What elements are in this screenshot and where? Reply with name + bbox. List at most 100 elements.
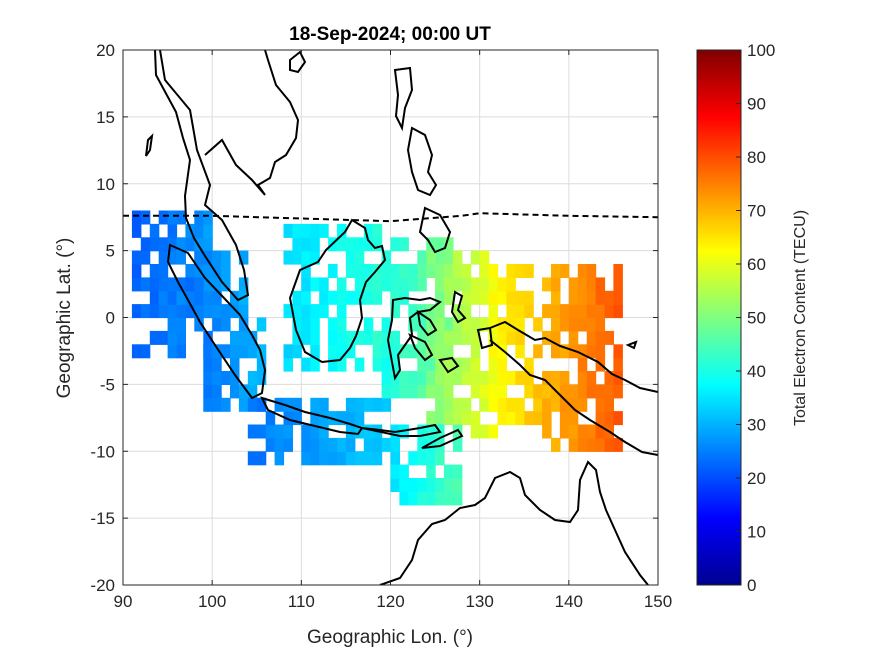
tec-cell [470, 290, 481, 305]
tec-cell [354, 451, 365, 466]
tec-cell [408, 277, 418, 292]
tec-cell [577, 384, 588, 399]
tec-cell [140, 344, 151, 359]
tec-cell [292, 250, 302, 265]
tec-cell [461, 277, 472, 292]
tec-cell [390, 464, 400, 479]
tec-cell [559, 411, 570, 426]
tec-cell [479, 384, 490, 399]
tec-cell [363, 264, 374, 278]
tec-cell [551, 277, 561, 292]
tec-cell [444, 464, 454, 479]
tec-cell [461, 264, 472, 278]
y-tick-label: 20 [96, 41, 115, 60]
tec-cell [417, 371, 427, 385]
tec-cell [354, 397, 365, 412]
tec-cell [479, 317, 490, 332]
tec-cell [426, 451, 436, 466]
tec-cell [497, 411, 507, 426]
coastlines [145, 50, 658, 585]
tec-cell [372, 264, 383, 278]
tec-cell [345, 397, 356, 412]
tec-cell [203, 237, 213, 252]
tec-cell [497, 397, 507, 412]
tec-cell [212, 290, 222, 305]
tec-cell [461, 357, 472, 372]
tec-cell [345, 424, 356, 439]
tec-cell [194, 210, 204, 225]
tec-cell [310, 437, 320, 452]
tec-cell [444, 344, 454, 359]
tec-cell [399, 491, 409, 506]
tec-cell [461, 397, 472, 412]
tec-cell [238, 304, 249, 319]
tec-cell [533, 411, 543, 426]
tec-cell [577, 277, 588, 292]
tec-cell [265, 411, 276, 426]
tec-cell [319, 223, 329, 238]
tec-cell [613, 304, 623, 319]
tec-cell [381, 371, 392, 385]
tec-cell [435, 411, 445, 426]
tec-cell [426, 464, 436, 479]
tec-cell [577, 437, 588, 452]
tec-cell [444, 384, 454, 399]
tec-cell [506, 290, 516, 305]
tec-cell [577, 290, 588, 305]
tec-cell [426, 411, 436, 426]
tec-cell [444, 357, 454, 372]
tec-cell [586, 304, 597, 319]
tec-cell [479, 290, 490, 305]
tec-cell [194, 290, 204, 305]
colorbar-tick-label: 0 [747, 576, 756, 595]
tec-cell [319, 411, 329, 426]
tec-cell [194, 250, 204, 265]
tec-cell [363, 290, 374, 305]
tec-cell [435, 304, 445, 319]
tec-cell [452, 264, 463, 278]
x-axis-ticks: 90 100 110 120 130 140 150 [114, 50, 672, 611]
tec-cell [194, 317, 204, 332]
tec-cell [319, 397, 329, 412]
tec-cell [488, 264, 499, 278]
tec-cell [470, 344, 481, 359]
tec-cell [542, 411, 552, 426]
tec-cell [461, 317, 472, 332]
tec-cell [408, 371, 418, 385]
tec-cell [292, 223, 302, 238]
x-tick-label: 110 [288, 592, 315, 611]
tec-cell [515, 411, 525, 426]
tec-cell [319, 304, 329, 319]
tec-cell [310, 304, 320, 319]
tec-cell [158, 290, 169, 305]
tec-cell [426, 437, 436, 452]
tec-cell [551, 330, 561, 345]
tec-cell [524, 357, 534, 372]
tec-cell [595, 344, 606, 359]
tec-cell [479, 277, 490, 292]
tec-cell [221, 317, 231, 332]
tec-cell [470, 317, 481, 332]
tec-cell [310, 357, 320, 372]
y-tick-label: -15 [90, 509, 115, 528]
tec-cell [577, 424, 588, 439]
tec-cell [586, 290, 597, 305]
tec-cell [577, 371, 588, 385]
tec-cell [185, 237, 195, 252]
tec-cell [417, 264, 427, 278]
tec-cell [363, 451, 374, 466]
tec-cell [604, 397, 614, 412]
tec-cell [301, 424, 311, 439]
tec-cell [319, 437, 329, 452]
tec-cell [399, 371, 409, 385]
tec-cell [604, 330, 614, 345]
tec-cell [604, 411, 614, 426]
tec-cell [283, 223, 293, 238]
tec-cell [577, 397, 588, 412]
tec-cell [310, 277, 320, 292]
tec-cell [212, 304, 222, 319]
tec-cell [488, 344, 499, 359]
tec-cell [328, 451, 338, 466]
tec-cell [301, 237, 311, 252]
tec-cell [444, 317, 454, 332]
